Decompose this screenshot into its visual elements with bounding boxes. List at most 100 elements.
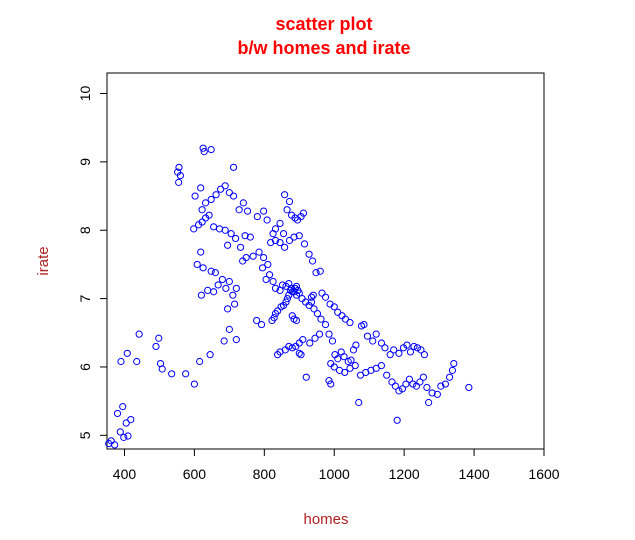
data-point (393, 416, 401, 424)
data-point (239, 199, 247, 207)
data-point (264, 260, 272, 269)
data-point (155, 334, 163, 342)
data-point (437, 382, 445, 390)
data-point (325, 377, 333, 385)
data-points (105, 144, 473, 449)
data-point (107, 437, 115, 445)
data-point (232, 336, 240, 344)
data-point (297, 351, 305, 359)
data-point (193, 260, 201, 269)
data-point (255, 248, 263, 256)
data-point (197, 184, 205, 192)
data-point (346, 318, 354, 327)
data-point (301, 298, 310, 306)
data-point (210, 288, 218, 296)
data-point (279, 230, 288, 238)
data-point (280, 243, 289, 251)
data-point (197, 248, 205, 256)
data-point (246, 233, 254, 241)
data-point (403, 341, 411, 349)
data-point (199, 144, 207, 152)
data-point (316, 267, 324, 275)
data-point (197, 291, 205, 299)
data-point (338, 312, 346, 320)
data-point (204, 286, 212, 294)
data-point (190, 380, 198, 388)
data-point (377, 339, 386, 347)
data-point (198, 206, 206, 214)
data-point (182, 370, 190, 378)
plot-frame (106, 72, 545, 450)
data-point (239, 257, 247, 265)
data-point (302, 373, 310, 381)
data-point (271, 284, 280, 292)
data-point (217, 185, 225, 193)
data-point (207, 195, 215, 204)
data-point (355, 398, 363, 407)
data-point (405, 375, 414, 383)
data-point (327, 359, 335, 368)
data-point (271, 225, 280, 233)
data-point (231, 300, 239, 308)
data-point (133, 357, 141, 366)
data-point (267, 238, 275, 247)
data-point (433, 390, 441, 398)
data-point (446, 373, 454, 381)
data-point (416, 378, 424, 386)
data-point (229, 291, 237, 299)
data-point (318, 289, 326, 297)
data-point (313, 310, 322, 318)
data-point (253, 212, 261, 221)
data-point (276, 219, 284, 227)
data-point (271, 236, 280, 245)
data-point (283, 295, 291, 303)
data-point (220, 337, 228, 345)
data-point (334, 355, 342, 363)
data-point (191, 192, 199, 200)
data-point (280, 191, 289, 199)
data-point (310, 305, 318, 313)
data-point (311, 334, 319, 342)
data-point (225, 277, 233, 286)
x-tick-label: 800 (253, 466, 277, 482)
y-axis-label: irate (35, 246, 52, 275)
data-point (206, 351, 214, 359)
data-point (386, 351, 394, 359)
data-point (410, 342, 418, 351)
data-point (212, 191, 220, 199)
data-point (111, 441, 119, 449)
data-point (117, 357, 125, 366)
data-point (450, 359, 458, 368)
data-point (242, 253, 250, 262)
data-point (283, 206, 291, 214)
data-point (224, 305, 232, 313)
data-point (201, 199, 210, 207)
data-point (330, 303, 338, 311)
data-point (175, 163, 183, 171)
data-point (113, 409, 122, 418)
data-point (363, 332, 372, 340)
data-point (123, 349, 131, 357)
data-point (175, 178, 183, 186)
data-point (225, 325, 233, 333)
data-point (285, 291, 293, 299)
data-point (199, 264, 207, 272)
y-tick-label: 5 (77, 431, 93, 439)
chart-title-line-1: scatter plot (275, 14, 372, 34)
data-point (168, 370, 176, 378)
x-tick-label: 1200 (389, 466, 420, 482)
data-point (305, 250, 313, 258)
data-point (372, 330, 380, 338)
data-point (253, 316, 261, 325)
data-point (276, 238, 284, 247)
data-point (402, 380, 410, 388)
data-point (340, 353, 348, 361)
data-point (295, 349, 303, 357)
data-point (122, 419, 130, 427)
data-point (200, 148, 208, 156)
data-point (127, 416, 135, 424)
data-point (347, 356, 355, 364)
data-point (260, 253, 268, 262)
data-point (423, 383, 431, 392)
